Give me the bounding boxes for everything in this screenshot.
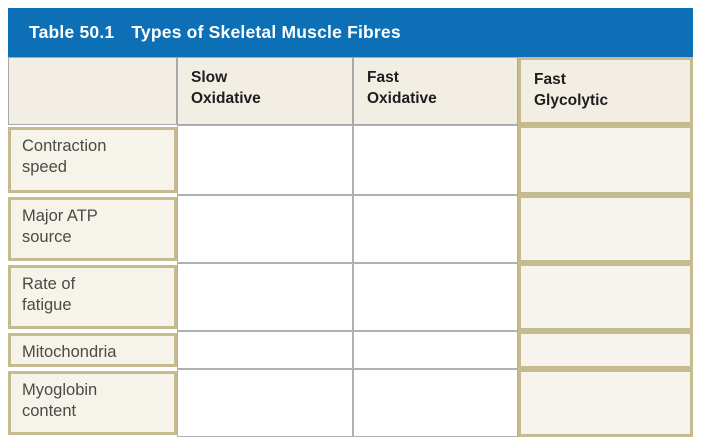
column-header-fast-glycolytic: Fast Glycolytic	[518, 57, 693, 125]
cell-myoglobin-content-fast-oxidative	[353, 369, 518, 437]
row-label-contraction-speed: Contraction speed	[8, 127, 177, 193]
cell-myoglobin-content-fast-glycolytic	[518, 369, 693, 437]
row-label-major-atp-source: Major ATP source	[8, 197, 177, 261]
table-grid: Slow Oxidative Fast Oxidative Fast Glyco…	[8, 57, 693, 437]
cell-rate-of-fatigue-fast-oxidative	[353, 263, 518, 331]
cell-contraction-speed-fast-oxidative	[353, 125, 518, 195]
column-header-slow-oxidative: Slow Oxidative	[177, 57, 353, 125]
header-corner-cell	[8, 57, 177, 125]
cell-mitochondria-fast-oxidative	[353, 331, 518, 369]
row-label-rate-of-fatigue: Rate of fatigue	[8, 265, 177, 329]
row-label-mitochondria: Mitochondria	[8, 333, 177, 367]
table-title: Types of Skeletal Muscle Fibres	[131, 22, 401, 42]
cell-rate-of-fatigue-slow-oxidative	[177, 263, 353, 331]
cell-mitochondria-fast-glycolytic	[518, 331, 693, 369]
cell-major-atp-source-fast-oxidative	[353, 195, 518, 263]
cell-rate-of-fatigue-fast-glycolytic	[518, 263, 693, 331]
cell-contraction-speed-fast-glycolytic	[518, 125, 693, 195]
table-50-1: Table 50.1 Types of Skeletal Muscle Fibr…	[8, 8, 693, 437]
table-title-bar: Table 50.1 Types of Skeletal Muscle Fibr…	[8, 8, 693, 57]
row-label-myoglobin-content: Myoglobin content	[8, 371, 177, 435]
cell-myoglobin-content-slow-oxidative	[177, 369, 353, 437]
cell-major-atp-source-slow-oxidative	[177, 195, 353, 263]
cell-major-atp-source-fast-glycolytic	[518, 195, 693, 263]
cell-contraction-speed-slow-oxidative	[177, 125, 353, 195]
table-number: Table 50.1	[29, 22, 115, 42]
column-header-fast-oxidative: Fast Oxidative	[353, 57, 518, 125]
cell-mitochondria-slow-oxidative	[177, 331, 353, 369]
